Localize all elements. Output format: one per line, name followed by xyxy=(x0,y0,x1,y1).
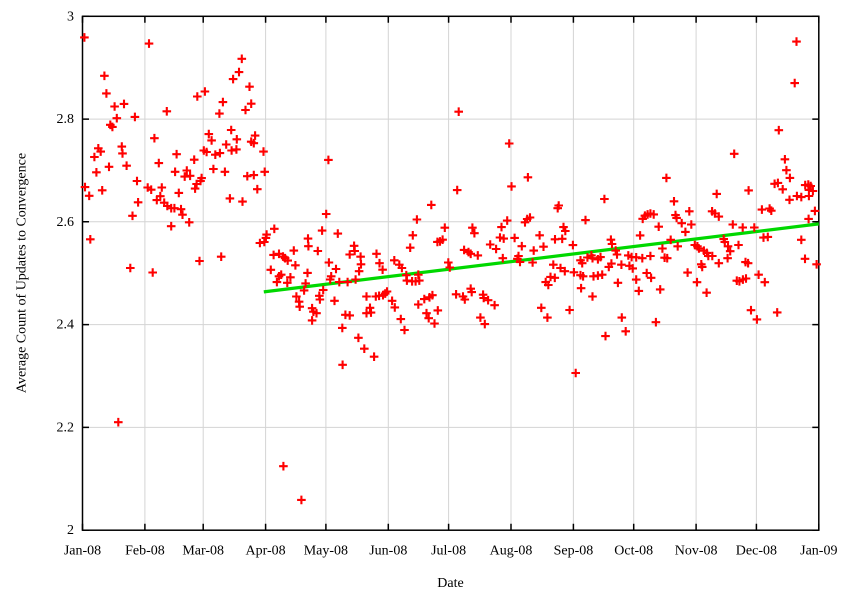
svg-text:Jan-09: Jan-09 xyxy=(800,544,837,559)
svg-text:2.4: 2.4 xyxy=(57,318,75,333)
svg-text:Date: Date xyxy=(437,576,463,591)
svg-text:2.2: 2.2 xyxy=(57,420,75,435)
svg-text:Feb-08: Feb-08 xyxy=(125,544,165,559)
svg-text:Apr-08: Apr-08 xyxy=(246,544,286,559)
svg-text:Mar-08: Mar-08 xyxy=(182,544,224,559)
svg-text:Jul-08: Jul-08 xyxy=(431,544,466,559)
svg-text:3: 3 xyxy=(67,9,74,24)
svg-text:May-08: May-08 xyxy=(304,544,348,559)
svg-text:Nov-08: Nov-08 xyxy=(675,544,718,559)
svg-text:Average Count of Updates to Co: Average Count of Updates to Convergence xyxy=(15,153,30,393)
svg-text:Aug-08: Aug-08 xyxy=(490,544,533,559)
svg-text:2.8: 2.8 xyxy=(57,112,75,127)
svg-text:2.6: 2.6 xyxy=(57,215,75,230)
svg-text:Oct-08: Oct-08 xyxy=(614,544,653,559)
svg-text:2: 2 xyxy=(67,523,74,538)
svg-text:Sep-08: Sep-08 xyxy=(554,544,594,559)
svg-text:Dec-08: Dec-08 xyxy=(736,544,777,559)
svg-text:Jun-08: Jun-08 xyxy=(369,544,407,559)
svg-text:Jan-08: Jan-08 xyxy=(64,544,101,559)
